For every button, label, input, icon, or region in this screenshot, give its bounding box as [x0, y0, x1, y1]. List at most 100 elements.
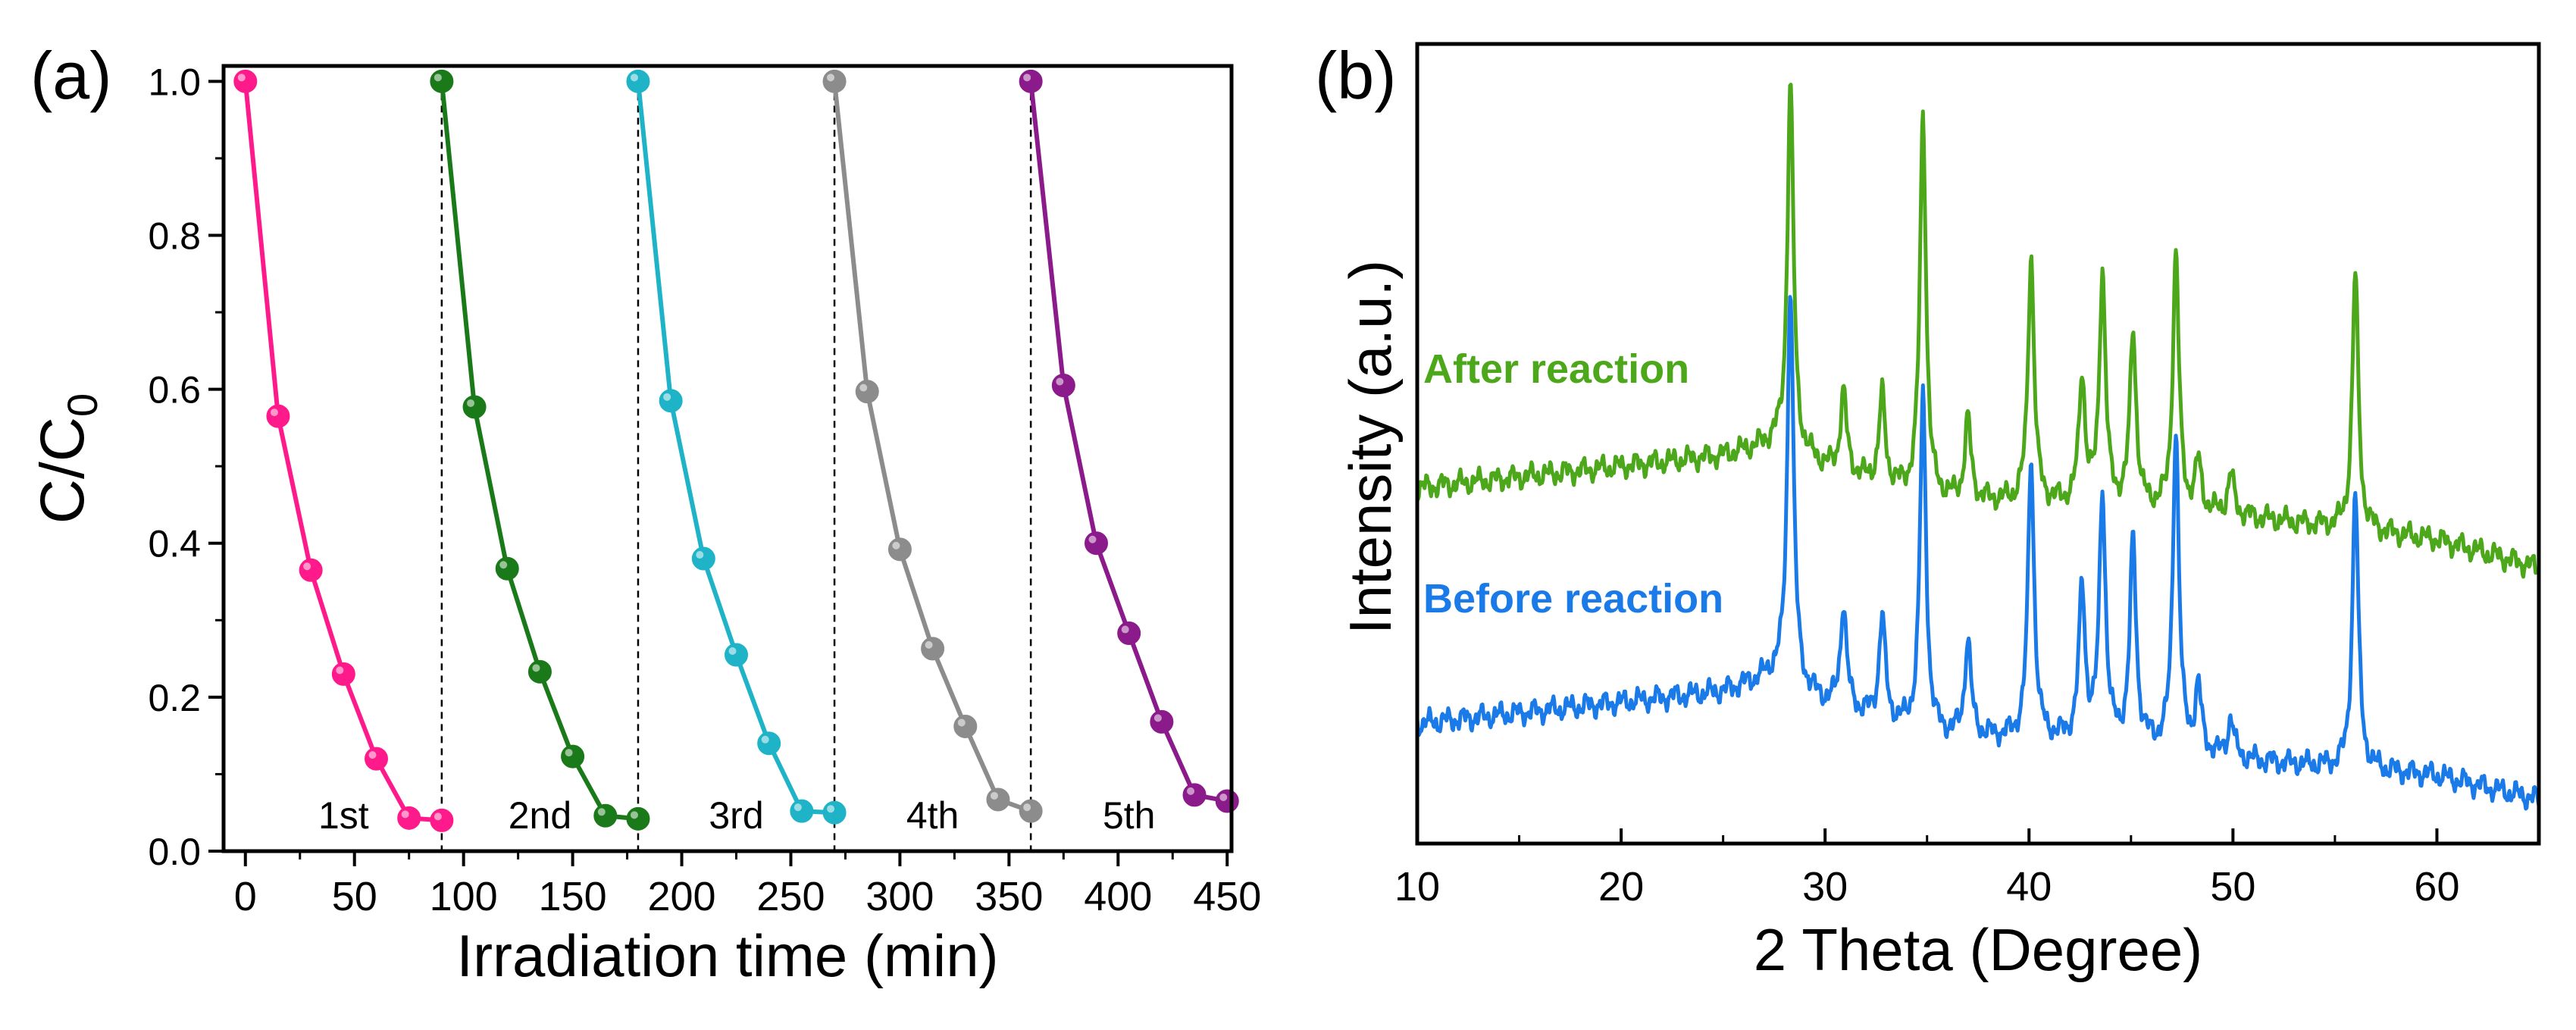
- data-point-highlight: [663, 393, 671, 401]
- data-point-1st-3: [331, 662, 355, 686]
- data-point-5th-1: [1051, 374, 1075, 398]
- data-point-highlight: [957, 718, 966, 727]
- x-tick-label: 400: [1084, 874, 1152, 919]
- x-tick-label: 50: [332, 874, 377, 919]
- legend-label-before-reaction: Before reaction: [1423, 576, 1723, 621]
- data-point-highlight: [696, 551, 704, 559]
- data-point-5th-0: [1019, 69, 1043, 93]
- y-tick-label: 0.2: [148, 677, 201, 719]
- data-point-4th-0: [822, 69, 847, 93]
- data-point-highlight: [925, 640, 933, 649]
- data-point-highlight: [1088, 535, 1097, 543]
- pattern-before-reaction: [1415, 295, 2541, 811]
- series-line-2nd: [439, 81, 639, 822]
- series-1st: [233, 69, 454, 832]
- data-point-highlight: [303, 562, 311, 571]
- data-point-highlight: [630, 74, 638, 82]
- series-line-5th: [1028, 80, 1228, 803]
- x-tick-label: 40: [2006, 864, 2052, 909]
- x-tick-label: 150: [539, 874, 607, 919]
- data-point-highlight: [630, 811, 638, 819]
- x-tick-label: 250: [756, 874, 825, 919]
- data-point-highlight: [336, 666, 344, 675]
- data-point-5th-5: [1182, 783, 1207, 807]
- cycle-label-5th: 5th: [1103, 794, 1156, 837]
- data-point-highlight: [401, 810, 409, 819]
- y-tick-label: 0.6: [148, 369, 201, 412]
- x-tick-label: 300: [865, 874, 934, 919]
- y-tick-label: 0.4: [148, 523, 201, 565]
- data-point-highlight: [859, 384, 868, 392]
- data-point-highlight: [1219, 793, 1228, 801]
- x-tick-label: 200: [647, 874, 715, 919]
- panel-b-tag: (b): [1315, 38, 1397, 113]
- x-tick-label: 450: [1193, 874, 1261, 919]
- data-point-4th-1: [855, 380, 879, 404]
- x-tick-label: 350: [975, 874, 1043, 919]
- data-point-3rd-6: [822, 800, 847, 825]
- panel-a: (a) 1st 2nd 3rd 4th 5th 0 50 100 150 200 250 300 35…: [28, 38, 1261, 989]
- data-point-3rd-2: [691, 546, 715, 571]
- series-line-4th: [832, 80, 1032, 814]
- panel-b: (b) 10 20 30 40 50 60 After reaction Before re…: [1315, 38, 2541, 983]
- data-point-4th-4: [953, 714, 978, 738]
- panel-b-plot-frame: [1415, 42, 2541, 846]
- y-tick-label: 0.0: [148, 831, 201, 873]
- data-point-4th-3: [921, 637, 945, 661]
- data-point-3rd-3: [725, 643, 749, 667]
- series-line-1st: [243, 81, 443, 823]
- data-point-highlight: [368, 751, 377, 759]
- panel-a-plot-frame: [221, 64, 1234, 853]
- data-point-5th-3: [1117, 621, 1141, 646]
- x-tick-label: 30: [1802, 864, 1848, 909]
- data-point-highlight: [1153, 714, 1162, 722]
- series-5th: [1019, 69, 1239, 813]
- x-tick-label: 20: [1598, 864, 1644, 909]
- data-point-highlight: [827, 74, 835, 82]
- series-4th: [822, 69, 1043, 823]
- data-point-highlight: [1121, 625, 1129, 634]
- data-point-highlight: [467, 399, 475, 407]
- data-point-2nd-4: [561, 744, 585, 769]
- data-point-1st-5: [397, 806, 421, 830]
- panel-b-y-axis-label: Intensity (a.u.): [1337, 260, 1404, 634]
- data-point-2nd-0: [430, 69, 454, 93]
- data-point-highlight: [1187, 787, 1195, 795]
- data-point-1st-6: [430, 808, 454, 832]
- cycle-label-3rd: 3rd: [709, 794, 763, 837]
- data-point-1st-2: [299, 558, 323, 582]
- data-point-highlight: [990, 791, 998, 800]
- series-line-3rd: [635, 81, 835, 816]
- data-point-5th-4: [1150, 709, 1174, 734]
- panel-b-x-axis-label: 2 Theta (Degree): [1754, 916, 2203, 983]
- data-point-highlight: [1023, 803, 1031, 812]
- cycle-label-4th: 4th: [906, 794, 959, 837]
- series-3rd: [626, 69, 847, 825]
- data-point-3rd-1: [659, 389, 683, 413]
- series-2nd: [430, 69, 650, 831]
- data-point-highlight: [565, 749, 573, 757]
- data-point-1st-0: [233, 69, 258, 93]
- data-point-highlight: [237, 74, 246, 82]
- x-tick-label: 0: [234, 874, 257, 919]
- x-tick-label: 60: [2414, 864, 2459, 909]
- cycle-label-2nd: 2nd: [509, 794, 571, 837]
- x-tick-label: 10: [1394, 864, 1440, 909]
- y-tick-label: 1.0: [148, 61, 201, 103]
- data-point-2nd-1: [462, 395, 487, 419]
- x-tick-label: 100: [430, 874, 498, 919]
- data-point-highlight: [434, 74, 442, 82]
- panel-a-tag: (a): [30, 38, 112, 113]
- data-point-4th-5: [986, 787, 1010, 812]
- data-point-2nd-5: [593, 803, 618, 828]
- data-point-4th-6: [1019, 799, 1043, 823]
- data-point-highlight: [1023, 74, 1031, 82]
- legend-label-after-reaction: After reaction: [1423, 346, 1689, 392]
- x-tick-label: 50: [2210, 864, 2255, 909]
- data-point-highlight: [761, 735, 769, 744]
- pattern-after-reaction: [1415, 83, 2540, 579]
- cycle-label-1st: 1st: [318, 794, 369, 837]
- data-point-2nd-6: [626, 806, 650, 831]
- data-point-3rd-4: [757, 731, 781, 756]
